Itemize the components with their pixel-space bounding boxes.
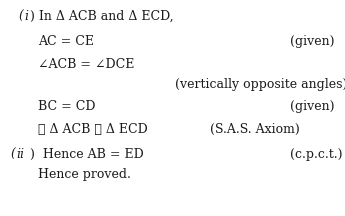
Text: BC = CD: BC = CD xyxy=(38,100,96,113)
Text: Hence proved.: Hence proved. xyxy=(38,168,131,181)
Text: AC = CE: AC = CE xyxy=(38,35,94,48)
Text: ) In Δ ACB and Δ ECD,: ) In Δ ACB and Δ ECD, xyxy=(30,10,174,23)
Text: (given): (given) xyxy=(290,100,335,113)
Text: (given): (given) xyxy=(290,35,335,48)
Text: (: ( xyxy=(18,10,23,23)
Text: (S.A.S. Axiom): (S.A.S. Axiom) xyxy=(210,123,300,136)
Text: ∠ACB = ∠DCE: ∠ACB = ∠DCE xyxy=(38,58,134,71)
Text: (c.p.c.t.): (c.p.c.t.) xyxy=(290,148,343,161)
Text: ∴ Δ ACB ≅ Δ ECD: ∴ Δ ACB ≅ Δ ECD xyxy=(38,123,148,136)
Text: (vertically opposite angles): (vertically opposite angles) xyxy=(175,78,345,91)
Text: i: i xyxy=(24,10,28,23)
Text: ii: ii xyxy=(16,148,24,161)
Text: (: ( xyxy=(10,148,15,161)
Text: )  Hence AB = ED: ) Hence AB = ED xyxy=(30,148,144,161)
